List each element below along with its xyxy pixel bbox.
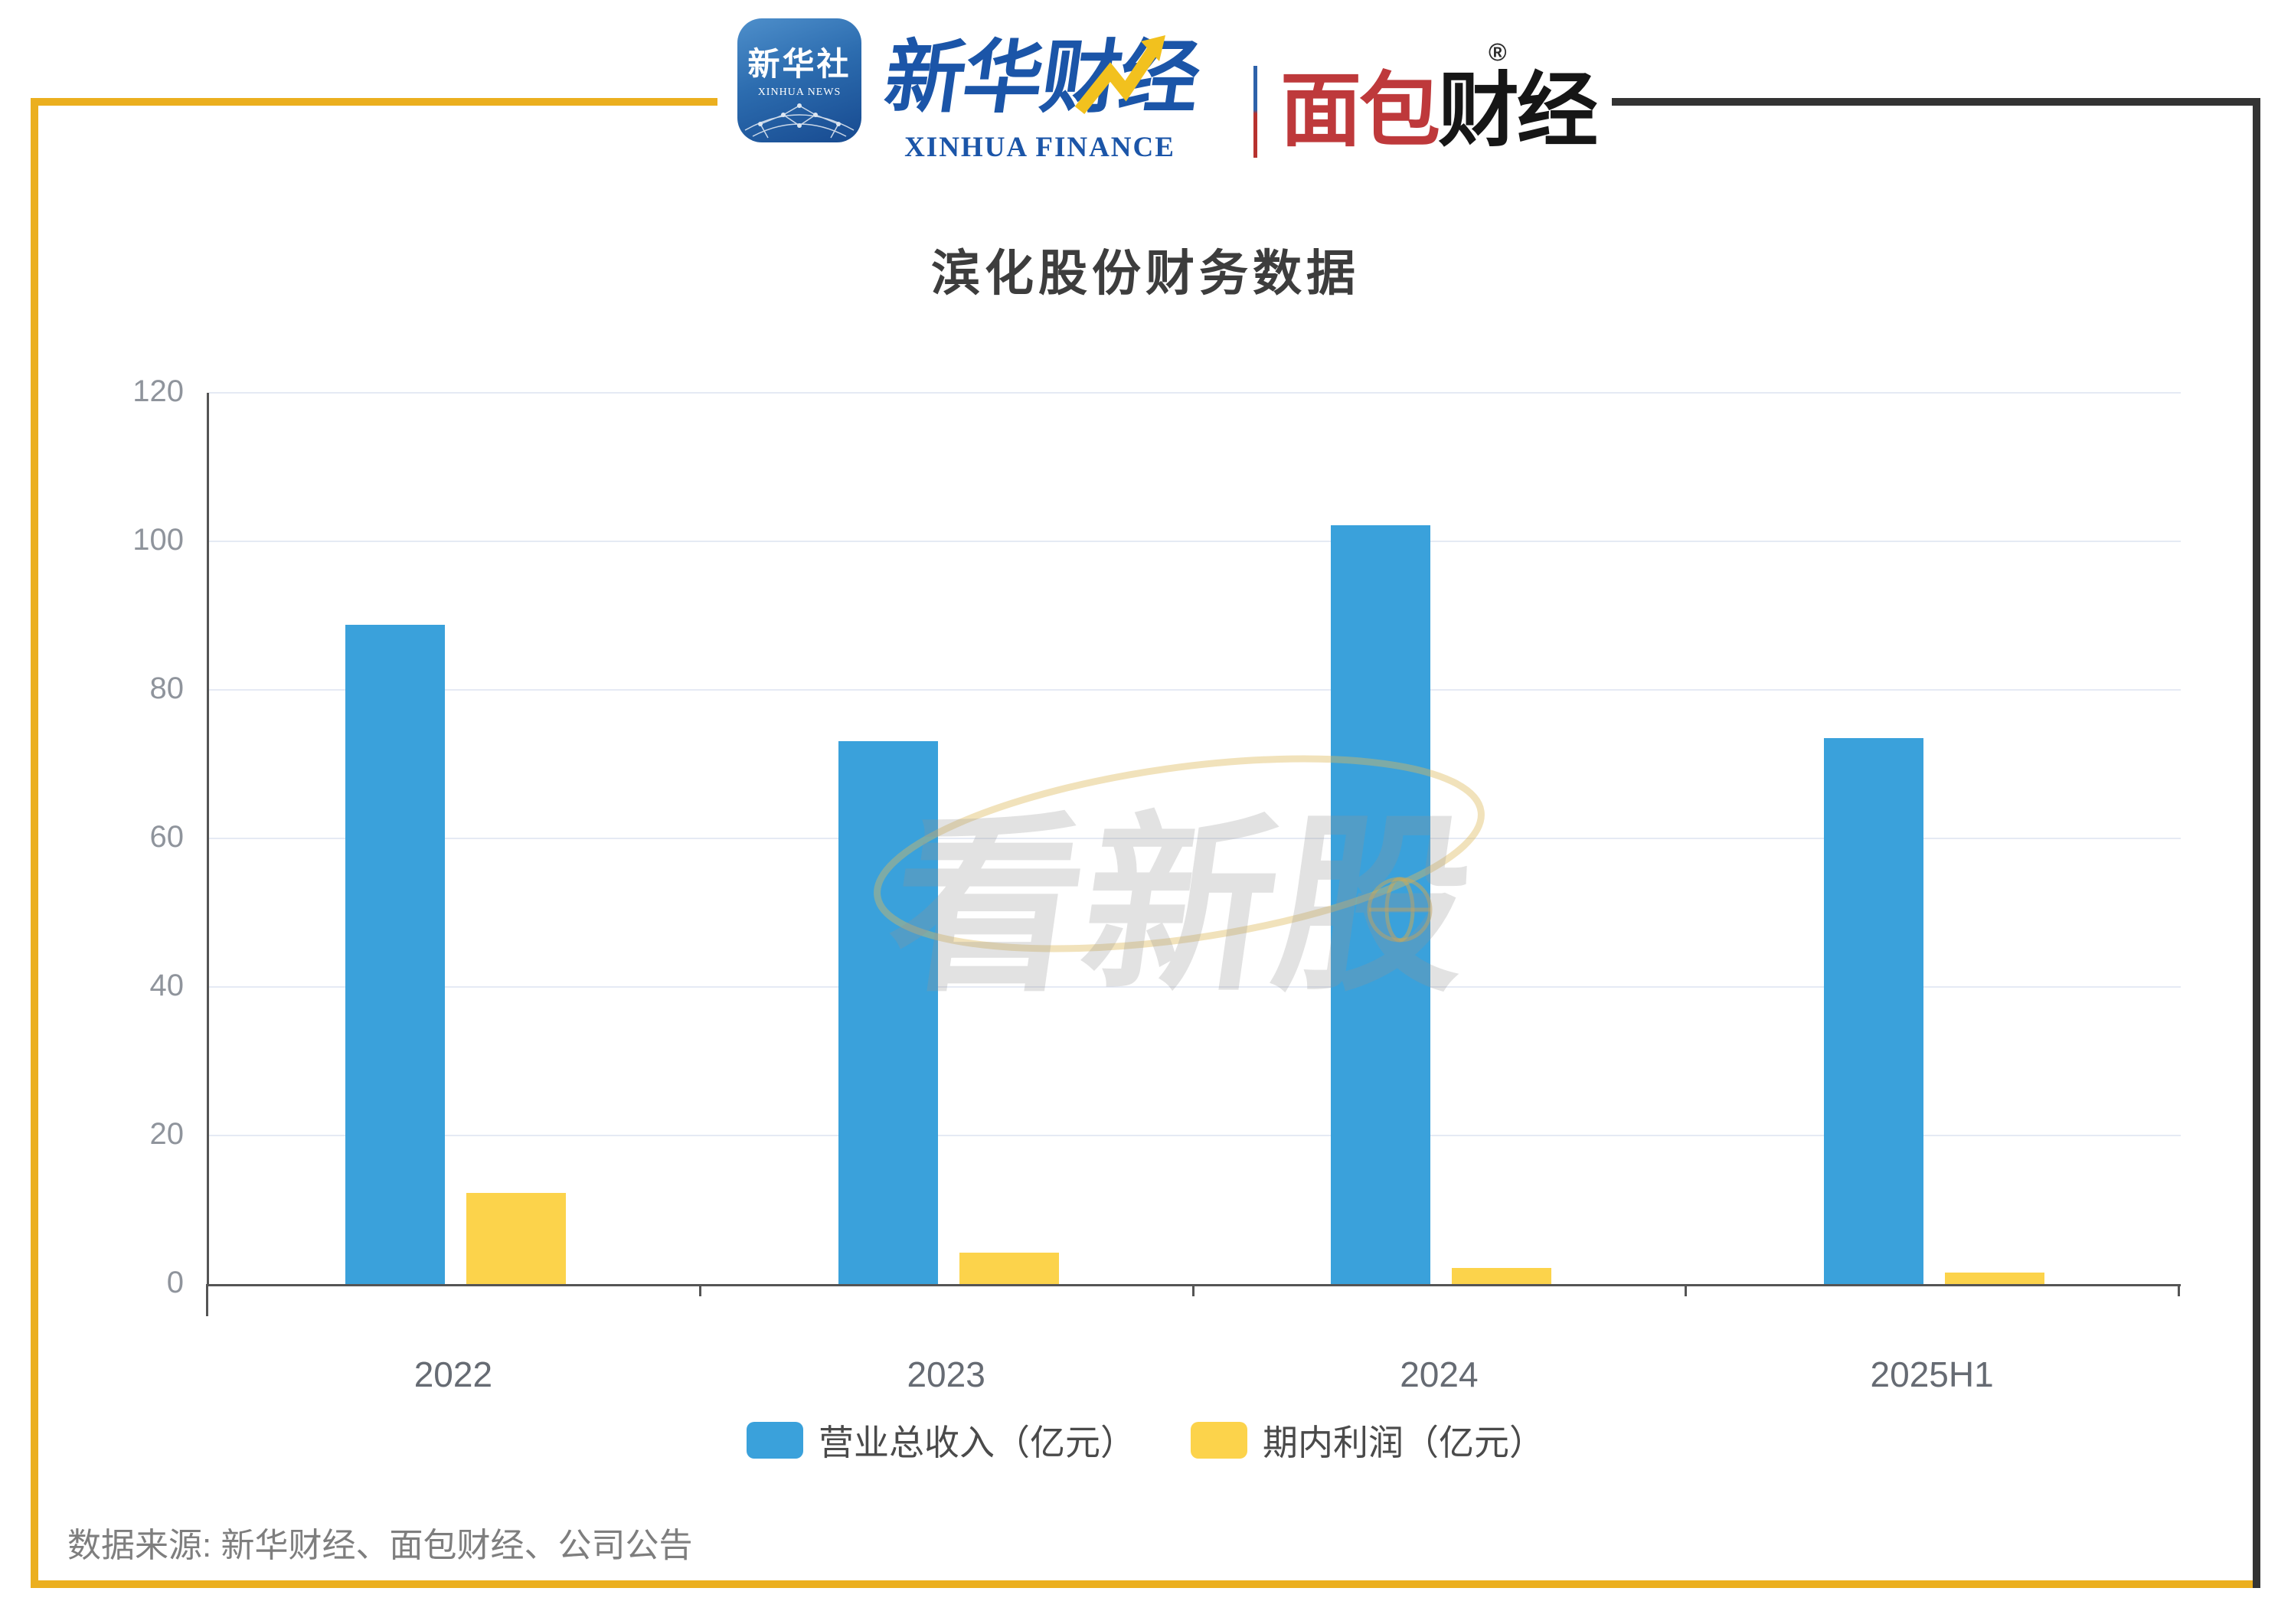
category-group-2022 <box>209 393 702 1284</box>
x-axis-label-2022: 2022 <box>413 1354 493 1394</box>
y-axis-label-40: 40 <box>149 969 185 1002</box>
xinhua-news-app-label: 新华社 <box>747 46 851 82</box>
x-axis-label-2024: 2024 <box>1400 1354 1479 1394</box>
y-axis-label-20: 20 <box>149 1117 185 1151</box>
gridline-100 <box>209 541 2181 542</box>
legend-swatch <box>747 1422 803 1459</box>
x-axis-tick-0 <box>206 1284 208 1316</box>
bar-chart-plot-area <box>207 392 2181 1286</box>
legend-item-期内利润（亿元）: 期内利润（亿元） <box>1191 1415 1544 1466</box>
legend-swatch <box>1191 1422 1247 1459</box>
frame-right-black-line <box>2253 98 2260 1588</box>
frame-top-black-line <box>1612 98 2260 106</box>
registered-trademark-icon: ® <box>1489 38 1507 66</box>
bread-finance-logo: 面包财经 <box>1280 44 1598 162</box>
header-divider <box>1253 66 1257 158</box>
y-axis-label-80: 80 <box>149 671 185 705</box>
bar-期内利润（亿元）-2024 <box>1452 1267 1552 1284</box>
bar-营业总收入（亿元）-2023 <box>838 740 938 1284</box>
gridline-40 <box>209 986 2181 988</box>
bar-营业总收入（亿元）-2022 <box>345 624 445 1284</box>
category-group-2024 <box>1195 393 1688 1284</box>
legend-label: 期内利润（亿元） <box>1263 1423 1544 1462</box>
frame-bottom-yellow-line <box>31 1580 2257 1588</box>
gridline-120 <box>209 392 2181 394</box>
x-axis-label-2023: 2023 <box>907 1354 985 1394</box>
xinhua-finance-cn-wordmark: 新华财经 <box>879 34 1204 123</box>
bar-营业总收入（亿元）-2024 <box>1331 524 1431 1284</box>
legend-item-营业总收入（亿元）: 营业总收入（亿元） <box>747 1415 1136 1466</box>
xinhua-finance-en-wordmark: XINHUA FINANCE <box>904 132 1175 163</box>
y-axis-label-120: 120 <box>132 374 184 408</box>
gridline-20 <box>209 1135 2181 1136</box>
bar-营业总收入（亿元）-2025H1 <box>1824 738 1924 1284</box>
frame-top-yellow-line <box>31 98 717 106</box>
chart-legend: 营业总收入（亿元） 期内利润（亿元） <box>0 1415 2291 1466</box>
bar-期内利润（亿元）-2022 <box>466 1192 566 1284</box>
frame-left-yellow-line <box>31 98 38 1588</box>
gridline-80 <box>209 689 2181 691</box>
network-globe-icon <box>744 103 855 139</box>
bar-期内利润（亿元）-2025H1 <box>1945 1273 2045 1284</box>
xinhua-news-app-icon: 新华社 XINHUA NEWS <box>737 18 861 142</box>
x-axis-tick-2 <box>1191 1284 1195 1296</box>
xinhua-finance-logo: 新华财经 XINHUA FINANCE <box>879 12 1204 164</box>
category-group-2023 <box>702 393 1195 1284</box>
bar-期内利润（亿元）-2023 <box>959 1253 1059 1284</box>
chart-title: 滨化股份财务数据 <box>931 246 1360 301</box>
legend-label: 营业总收入（亿元） <box>819 1423 1136 1462</box>
xinhua-news-app-sublabel: XINHUA NEWS <box>757 87 842 98</box>
data-source-text: 数据来源: 新华财经、面包财经、公司公告 <box>67 1527 693 1564</box>
bread-finance-red-part: 面包 <box>1280 66 1440 156</box>
x-axis-tick-4 <box>2178 1284 2180 1296</box>
x-axis-tick-3 <box>1685 1284 1688 1296</box>
x-axis-label-2025H1: 2025H1 <box>1870 1354 1994 1394</box>
y-axis-label-60: 60 <box>149 820 185 854</box>
gridline-60 <box>209 838 2181 839</box>
bread-finance-black-part: 财经 <box>1438 66 1598 156</box>
x-axis-tick-1 <box>698 1284 701 1296</box>
y-axis-label-0: 0 <box>166 1266 184 1299</box>
y-axis-label-100: 100 <box>132 523 184 557</box>
category-group-2025H1 <box>1688 393 2181 1284</box>
